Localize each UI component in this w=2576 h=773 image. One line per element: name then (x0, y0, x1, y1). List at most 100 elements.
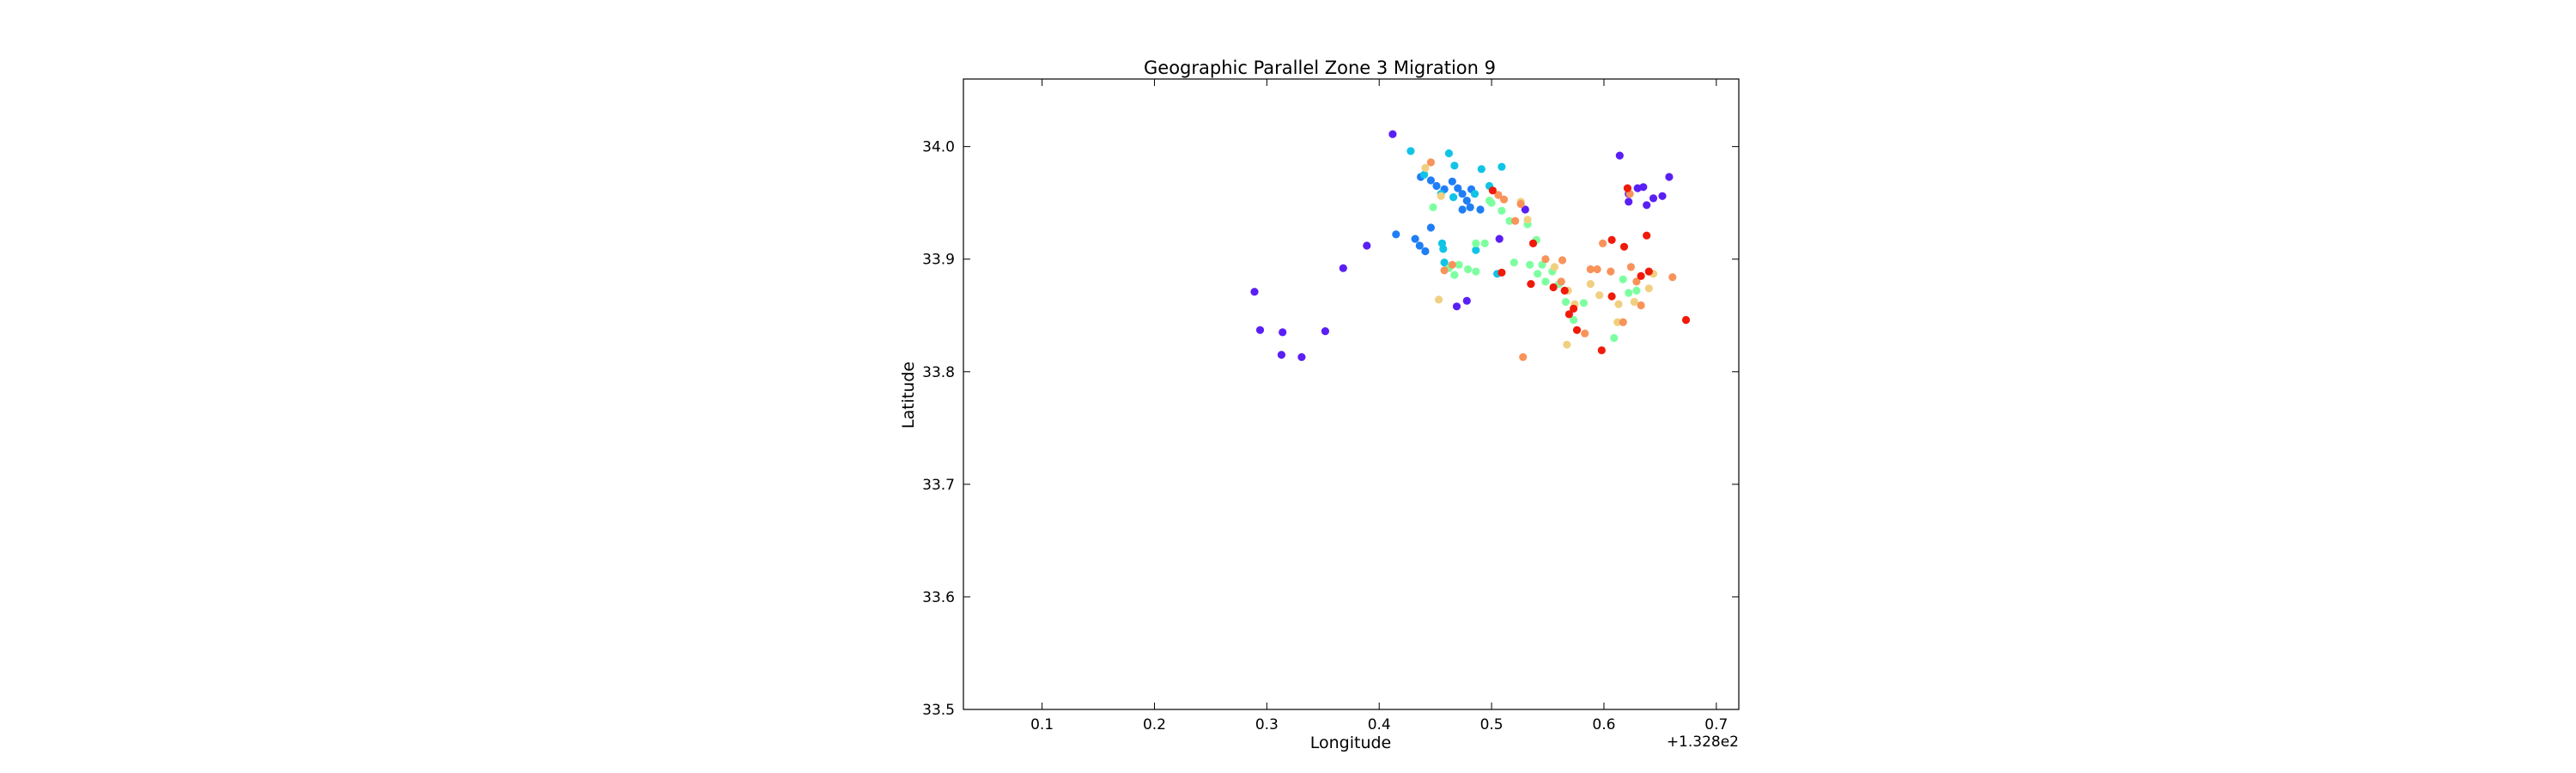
data-point (1607, 292, 1616, 301)
data-point (1614, 300, 1623, 308)
x-tick-label: 0.4 (1368, 716, 1391, 733)
data-point (1472, 246, 1480, 254)
data-point (1599, 239, 1607, 247)
data-point (1570, 315, 1578, 325)
x-tick-label: 0.6 (1592, 716, 1615, 733)
data-point (1321, 327, 1329, 336)
data-point (1572, 326, 1582, 334)
y-tick-label: 33.6 (922, 589, 955, 606)
data-point (1450, 271, 1459, 279)
data-point (1560, 286, 1569, 295)
data-point (1498, 206, 1506, 215)
data-point (1448, 177, 1456, 186)
data-point (1557, 277, 1565, 286)
data-point (1277, 350, 1285, 359)
data-point (1558, 256, 1567, 265)
data-point (1472, 239, 1480, 247)
data-point (1586, 280, 1595, 289)
data-point (1581, 329, 1589, 338)
data-point (1597, 346, 1606, 355)
data-point (1439, 245, 1448, 253)
data-point (1519, 353, 1528, 362)
data-point (1630, 297, 1638, 307)
data-point (1619, 275, 1627, 283)
data-point (1521, 205, 1529, 214)
data-point (1440, 259, 1449, 267)
data-point (1444, 149, 1453, 158)
data-point (1607, 267, 1615, 276)
data-point (1505, 216, 1514, 225)
x-tick-label: 0.2 (1143, 716, 1166, 733)
data-point (1495, 234, 1504, 243)
data-point (1499, 195, 1509, 204)
y-tick-label: 33.9 (922, 252, 955, 269)
data-point (1561, 297, 1571, 307)
data-point (1632, 277, 1641, 286)
data-point (1644, 284, 1653, 293)
data-point (1511, 216, 1520, 225)
data-point (1595, 291, 1604, 300)
chart-title: Geographic Parallel Zone 3 Migration 9 (1144, 58, 1496, 78)
y-tick-label: 33.8 (922, 364, 955, 381)
data-point (1526, 260, 1534, 269)
data-point (1523, 216, 1532, 224)
x-tick-label: 0.7 (1704, 716, 1728, 733)
data-point (1613, 318, 1622, 326)
data-point (1498, 162, 1506, 171)
data-point (1528, 239, 1538, 247)
y-tick-label: 33.7 (922, 477, 955, 494)
data-point (1637, 301, 1645, 310)
data-point (1452, 302, 1461, 311)
y-tick-label: 33.5 (922, 702, 955, 719)
data-point (1432, 181, 1441, 191)
data-point (1649, 194, 1658, 203)
data-point (1516, 199, 1525, 209)
data-point (1421, 163, 1430, 173)
data-point (1421, 247, 1430, 256)
data-point (1388, 130, 1397, 138)
data-point (1643, 201, 1651, 210)
data-point (1619, 242, 1629, 251)
data-point (1541, 277, 1550, 286)
data-point (1455, 260, 1463, 269)
data-point (1480, 239, 1489, 247)
data-point (1564, 310, 1573, 319)
data-point (1637, 271, 1645, 280)
data-point (1623, 184, 1631, 192)
data-point (1570, 304, 1578, 313)
data-point (1563, 340, 1571, 349)
data-point (1625, 198, 1633, 206)
x-tick-label: 0.1 (1030, 716, 1054, 733)
data-point (1462, 296, 1471, 305)
data-point (1426, 158, 1435, 167)
data-point (1415, 241, 1424, 250)
data-point (1279, 328, 1287, 337)
x-axis-label: Longitude (1310, 733, 1392, 752)
data-point (1625, 289, 1633, 297)
data-point (1549, 283, 1558, 292)
data-point (1363, 241, 1371, 250)
data-point (1437, 192, 1445, 200)
data-point (1665, 173, 1674, 181)
data-point (1454, 184, 1462, 192)
data-point (1440, 266, 1449, 275)
data-point (1510, 259, 1518, 267)
x-offset-text: +1.328e2 (1667, 733, 1739, 751)
data-point (1494, 191, 1503, 199)
data-point (1586, 265, 1595, 274)
data-point (1681, 315, 1691, 325)
data-point (1579, 299, 1588, 307)
data-point (1426, 176, 1435, 185)
data-point (1458, 190, 1467, 198)
data-point (1339, 264, 1347, 272)
data-point (1541, 255, 1550, 264)
data-point (1406, 147, 1415, 155)
data-point (1477, 165, 1485, 173)
y-axis-label: Latitude (899, 362, 918, 429)
data-point (1619, 318, 1627, 326)
data-point (1498, 268, 1506, 277)
data-point (1464, 265, 1473, 274)
data-point (1626, 263, 1635, 271)
data-point (1426, 223, 1435, 232)
